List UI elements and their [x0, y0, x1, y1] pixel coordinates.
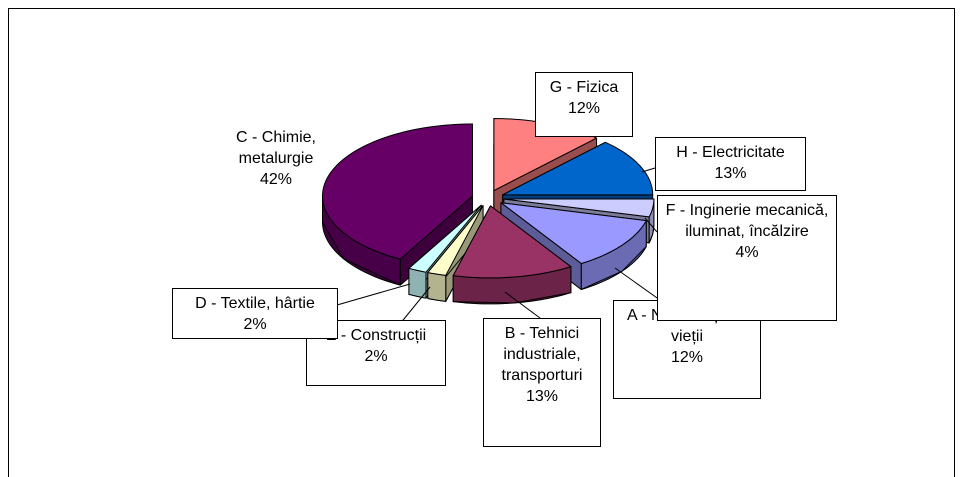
label-name: F - Inginerie mecanică, iluminat, încălz… [665, 202, 829, 240]
leader-line [644, 217, 658, 233]
label-value: 12% [670, 349, 704, 366]
label-name: D - Textile, hârtie [195, 295, 315, 312]
slice-top [427, 205, 484, 276]
plot-frame [8, 8, 955, 477]
label-name: C - Chimie, metalurgie [235, 129, 316, 167]
leader-line [504, 291, 541, 319]
slice-side [427, 272, 447, 302]
data-label: H - Electricitate 13% [655, 137, 806, 191]
label-value: 2% [364, 348, 388, 365]
slice-top [322, 123, 474, 260]
data-label: D - Textile, hârtie 2% [172, 288, 338, 339]
leader-line [641, 167, 656, 173]
slice-top [408, 204, 482, 273]
label-name: G - Fizica [549, 79, 619, 96]
slice-top [503, 198, 655, 218]
pie-slice [452, 205, 572, 305]
slice-side [408, 267, 427, 299]
label-value: 12% [567, 100, 601, 117]
data-label: G - Fizica 12% [535, 72, 633, 137]
slice-top [452, 205, 572, 279]
label-name: H - Electricitate [676, 144, 785, 161]
leader-line [614, 267, 661, 301]
data-label: C - Chimie, metalurgie 42% [214, 123, 338, 221]
leader-line [336, 283, 411, 306]
pie [322, 118, 655, 305]
label-value: 13% [714, 165, 747, 182]
slice-top [500, 202, 647, 264]
data-label: F - Inginerie mecanică, iluminat, încălz… [657, 195, 837, 321]
slice-top [502, 141, 654, 196]
data-label: B - Tehnici industriale, transporturi 13% [483, 318, 601, 447]
label-value: 13% [525, 388, 559, 405]
label-value: 2% [243, 316, 267, 333]
label-name: B - Tehnici industriale, transporturi [501, 325, 583, 384]
label-value: 4% [735, 244, 759, 261]
label-name: E - Construcții [325, 327, 427, 344]
label-value: 42% [259, 171, 293, 188]
